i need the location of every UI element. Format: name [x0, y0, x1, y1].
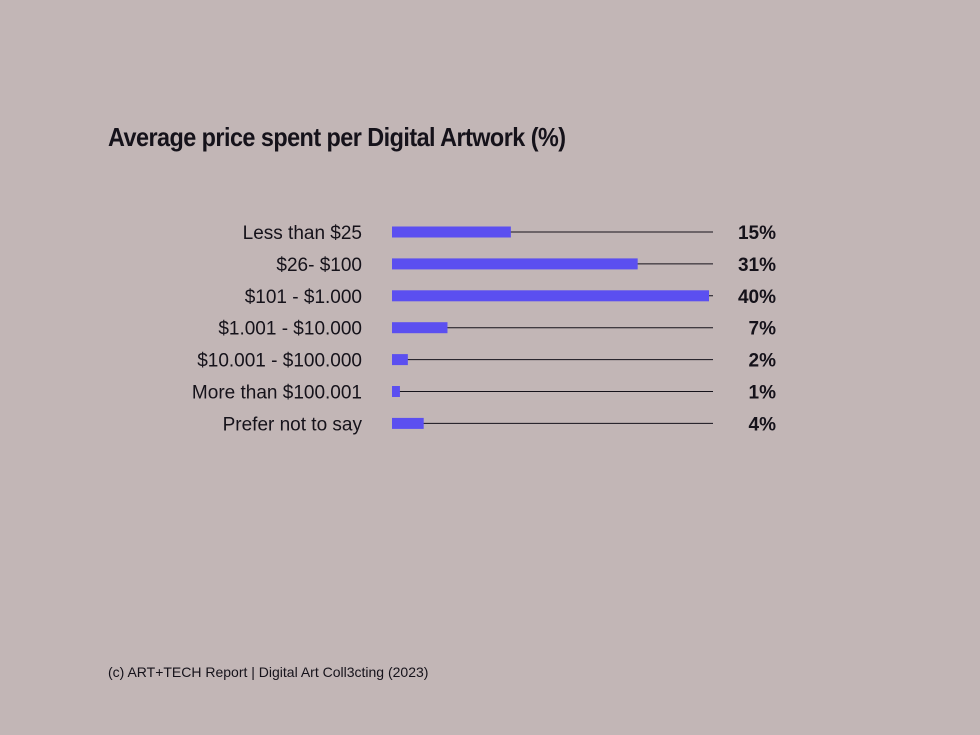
category-label: $10.001 - $100.000 — [197, 351, 362, 372]
bar — [392, 258, 638, 270]
value-label: 31% — [738, 255, 776, 276]
bar — [392, 417, 424, 429]
value-label: 4% — [749, 414, 777, 435]
category-label: More than $100.001 — [192, 383, 362, 404]
value-label: 15% — [738, 223, 776, 244]
category-label: Prefer not to say — [223, 414, 363, 435]
bar — [392, 386, 400, 397]
bar — [392, 290, 709, 302]
bar — [392, 322, 448, 334]
value-label: 7% — [749, 319, 777, 340]
bar — [392, 354, 408, 366]
category-label: $1.001 - $10.000 — [218, 319, 362, 340]
value-label: 2% — [749, 351, 777, 372]
chart-title: Average price spent per Digital Artwork … — [108, 122, 566, 152]
category-label: $26- $100 — [276, 255, 362, 276]
value-label: 40% — [738, 287, 776, 308]
category-label: $101 - $1.000 — [245, 287, 362, 308]
category-label: Less than $25 — [243, 223, 362, 244]
bar — [392, 226, 511, 238]
source-credit: (c) ART+TECH Report | Digital Art Coll3c… — [108, 664, 429, 680]
value-label: 1% — [749, 383, 777, 404]
